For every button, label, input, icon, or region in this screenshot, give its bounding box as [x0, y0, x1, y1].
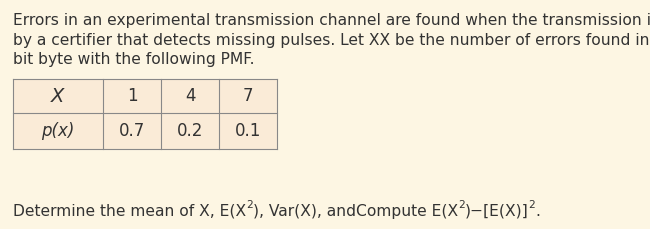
Text: 0.1: 0.1	[235, 122, 261, 140]
Text: .: .	[535, 204, 540, 219]
Text: Compute E(X: Compute E(X	[356, 204, 458, 219]
Text: )−[E(X)]: )−[E(X)]	[465, 204, 528, 219]
Text: ), Var(X), and: ), Var(X), and	[253, 204, 356, 219]
Text: 2: 2	[528, 199, 535, 210]
Bar	[13, 79, 277, 148]
Text: 0.2: 0.2	[177, 122, 203, 140]
Text: 0.7: 0.7	[119, 122, 145, 140]
Text: 2: 2	[458, 199, 465, 210]
Text: by a certifier that detects missing pulses. Let XX be the number of errors found: by a certifier that detects missing puls…	[13, 33, 650, 47]
Text: 2: 2	[246, 199, 253, 210]
Text: Determine the mean of X, E(X: Determine the mean of X, E(X	[13, 204, 246, 219]
Text: 4: 4	[185, 87, 195, 105]
Text: Errors in an experimental transmission channel are found when the transmission i: Errors in an experimental transmission c…	[13, 13, 650, 28]
Text: X: X	[51, 87, 65, 106]
Text: bit byte with the following PMF.: bit byte with the following PMF.	[13, 52, 255, 67]
Text: p(x): p(x)	[42, 122, 75, 140]
Text: 1: 1	[127, 87, 137, 105]
Text: 7: 7	[242, 87, 254, 105]
